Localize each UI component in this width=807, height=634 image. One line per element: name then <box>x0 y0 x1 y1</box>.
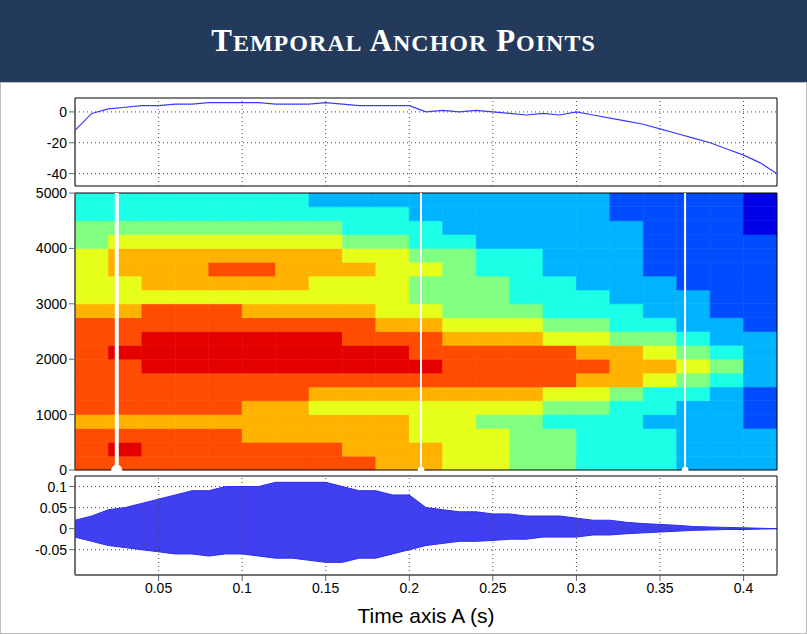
svg-text:-40: -40 <box>47 166 67 182</box>
svg-text:0: 0 <box>59 521 67 537</box>
svg-text:0.05: 0.05 <box>40 500 67 516</box>
svg-text:0.35: 0.35 <box>646 580 673 596</box>
svg-text:Time axis A (s): Time axis A (s) <box>358 604 495 627</box>
svg-text:0: 0 <box>59 104 67 120</box>
svg-text:0.05: 0.05 <box>145 580 172 596</box>
svg-text:0.3: 0.3 <box>567 580 587 596</box>
svg-text:5000: 5000 <box>36 185 67 201</box>
svg-text:1000: 1000 <box>36 407 67 423</box>
svg-text:0.25: 0.25 <box>479 580 506 596</box>
svg-text:-20: -20 <box>47 135 67 151</box>
html-text:TEMPORAL ANCHOR POINTS: TEMPORAL ANCHOR POINTS <box>211 23 596 58</box>
svg-text:4000: 4000 <box>36 240 67 256</box>
svg-text:2000: 2000 <box>36 351 67 367</box>
svg-text:0.4: 0.4 <box>734 580 754 596</box>
svg-text:3000: 3000 <box>36 296 67 312</box>
svg-text:-0.05: -0.05 <box>35 542 67 558</box>
svg-text:0.1: 0.1 <box>232 580 252 596</box>
svg-text:0.15: 0.15 <box>312 580 339 596</box>
svg-text:0: 0 <box>59 462 67 478</box>
svg-text:0.1: 0.1 <box>48 479 68 495</box>
svg-text:0.2: 0.2 <box>400 580 420 596</box>
